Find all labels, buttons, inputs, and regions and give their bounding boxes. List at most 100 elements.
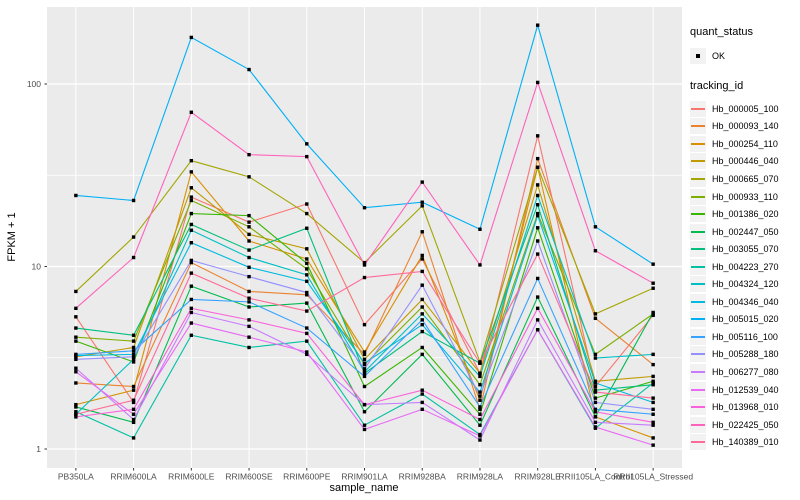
- data-point: [593, 410, 598, 414]
- data-point: [478, 438, 482, 442]
- data-point: [420, 269, 424, 274]
- data-point: [74, 381, 78, 385]
- legend-item-label: Hb_006277_080: [712, 366, 779, 377]
- legend-item-label: Hb_004223_270: [712, 261, 779, 272]
- data-point: [131, 339, 136, 343]
- data-point: [593, 225, 598, 229]
- data-point: [651, 443, 655, 447]
- data-point: [478, 227, 482, 231]
- data-point: [305, 142, 309, 146]
- legend-item-label: Hb_012539_040: [712, 384, 779, 395]
- data-point: [189, 228, 194, 232]
- data-point: [189, 158, 194, 163]
- legend-item-label: Hb_000446_040: [712, 156, 779, 167]
- data-point: [247, 225, 251, 229]
- legend-item-label: Hb_022425_050: [712, 419, 779, 430]
- gridlines: [47, 7, 682, 468]
- line-swatch-icon: [690, 100, 706, 117]
- data-point: [74, 366, 78, 370]
- data-point: [74, 193, 78, 198]
- data-point: [593, 390, 598, 394]
- data-point: [131, 360, 136, 364]
- data-point: [651, 407, 655, 412]
- legend-item-Hb_004223_270: Hb_004223_270: [690, 258, 800, 276]
- data-point: [189, 35, 194, 40]
- data-point: [131, 355, 136, 359]
- line-swatch-icon: [690, 258, 706, 275]
- y-tick-label: 100: [27, 79, 41, 89]
- data-point: [131, 412, 136, 416]
- x-tick-label: RRIM928LA: [457, 472, 504, 482]
- x-tick-label: RRIM600PE: [283, 472, 331, 482]
- data-point: [535, 306, 540, 311]
- legend-item-label: Hb_140389_010: [712, 437, 779, 448]
- data-point: [74, 370, 78, 374]
- data-point: [305, 326, 309, 330]
- y-axis-title: FPKM + 1: [6, 212, 18, 262]
- data-point: [305, 350, 309, 354]
- data-point: [74, 352, 78, 357]
- legend-item-label: Hb_000254_110: [712, 138, 778, 149]
- data-point: [189, 241, 194, 245]
- data-point: [651, 436, 655, 440]
- data-point: [651, 400, 655, 405]
- axis-ticks: 1 10 100 PB350LA RRIM600LA RRIM600LE RRIM600SE…: [27, 79, 694, 482]
- legend-item-Hb_005015_020: Hb_005015_020: [690, 311, 800, 329]
- data-point: [651, 423, 655, 427]
- data-point: [247, 239, 251, 243]
- data-point: [189, 170, 194, 174]
- data-point: [131, 198, 136, 203]
- data-point: [593, 384, 598, 389]
- data-point: [420, 204, 424, 208]
- data-point: [362, 423, 367, 427]
- legend-item-Hb_000446_040: Hb_000446_040: [690, 153, 800, 171]
- data-point: [131, 388, 136, 392]
- legend-item-Hb_003055_070: Hb_003055_070: [690, 240, 800, 258]
- data-point: [362, 322, 367, 327]
- data-point: [362, 361, 367, 365]
- data-point: [593, 425, 598, 429]
- line-swatch-icon: [690, 328, 706, 345]
- x-axis-title: sample_name: [329, 482, 399, 494]
- line-swatch-icon: [690, 363, 706, 380]
- legend-item-Hb_000665_070: Hb_000665_070: [690, 170, 800, 188]
- data-point: [593, 352, 598, 357]
- legend-item-Hb_002447_050: Hb_002447_050: [690, 223, 800, 241]
- data-point: [420, 318, 424, 322]
- legend-item-Hb_005116_100: Hb_005116_100: [690, 328, 800, 346]
- legend-item-label: Hb_000665_070: [712, 173, 779, 184]
- line-swatch-icon: [690, 276, 706, 293]
- data-point: [305, 279, 309, 283]
- data-point: [478, 263, 482, 267]
- data-point: [478, 407, 482, 412]
- data-point: [362, 263, 367, 267]
- data-point: [247, 345, 251, 350]
- data-point: [651, 420, 655, 425]
- legend-item-Hb_005288_180: Hb_005288_180: [690, 346, 800, 364]
- data-point: [535, 183, 540, 187]
- data-point: [593, 379, 598, 383]
- data-point: [247, 213, 251, 218]
- x-tick-label: RRIM928LE: [515, 472, 562, 482]
- data-point: [305, 273, 309, 277]
- data-point: [362, 402, 367, 407]
- data-point: [74, 326, 78, 330]
- data-point: [74, 339, 78, 343]
- data-point: [362, 370, 367, 374]
- data-point: [651, 262, 655, 266]
- data-point: [535, 80, 540, 85]
- data-point: [535, 165, 540, 169]
- x-tick-label: RRIM600LE: [168, 472, 215, 482]
- line-swatch-icon: [690, 434, 706, 451]
- data-point: [651, 381, 655, 385]
- legend-item-label: Hb_004346_040: [712, 296, 779, 307]
- data-point: [420, 253, 424, 258]
- data-point: [362, 275, 367, 280]
- data-point: [362, 374, 367, 379]
- legend-item-Hb_000933_110: Hb_000933_110: [690, 188, 800, 206]
- data-point: [74, 306, 78, 311]
- data-point: [131, 357, 136, 362]
- data-point: [305, 202, 309, 206]
- data-point: [593, 396, 598, 400]
- data-point: [74, 335, 78, 339]
